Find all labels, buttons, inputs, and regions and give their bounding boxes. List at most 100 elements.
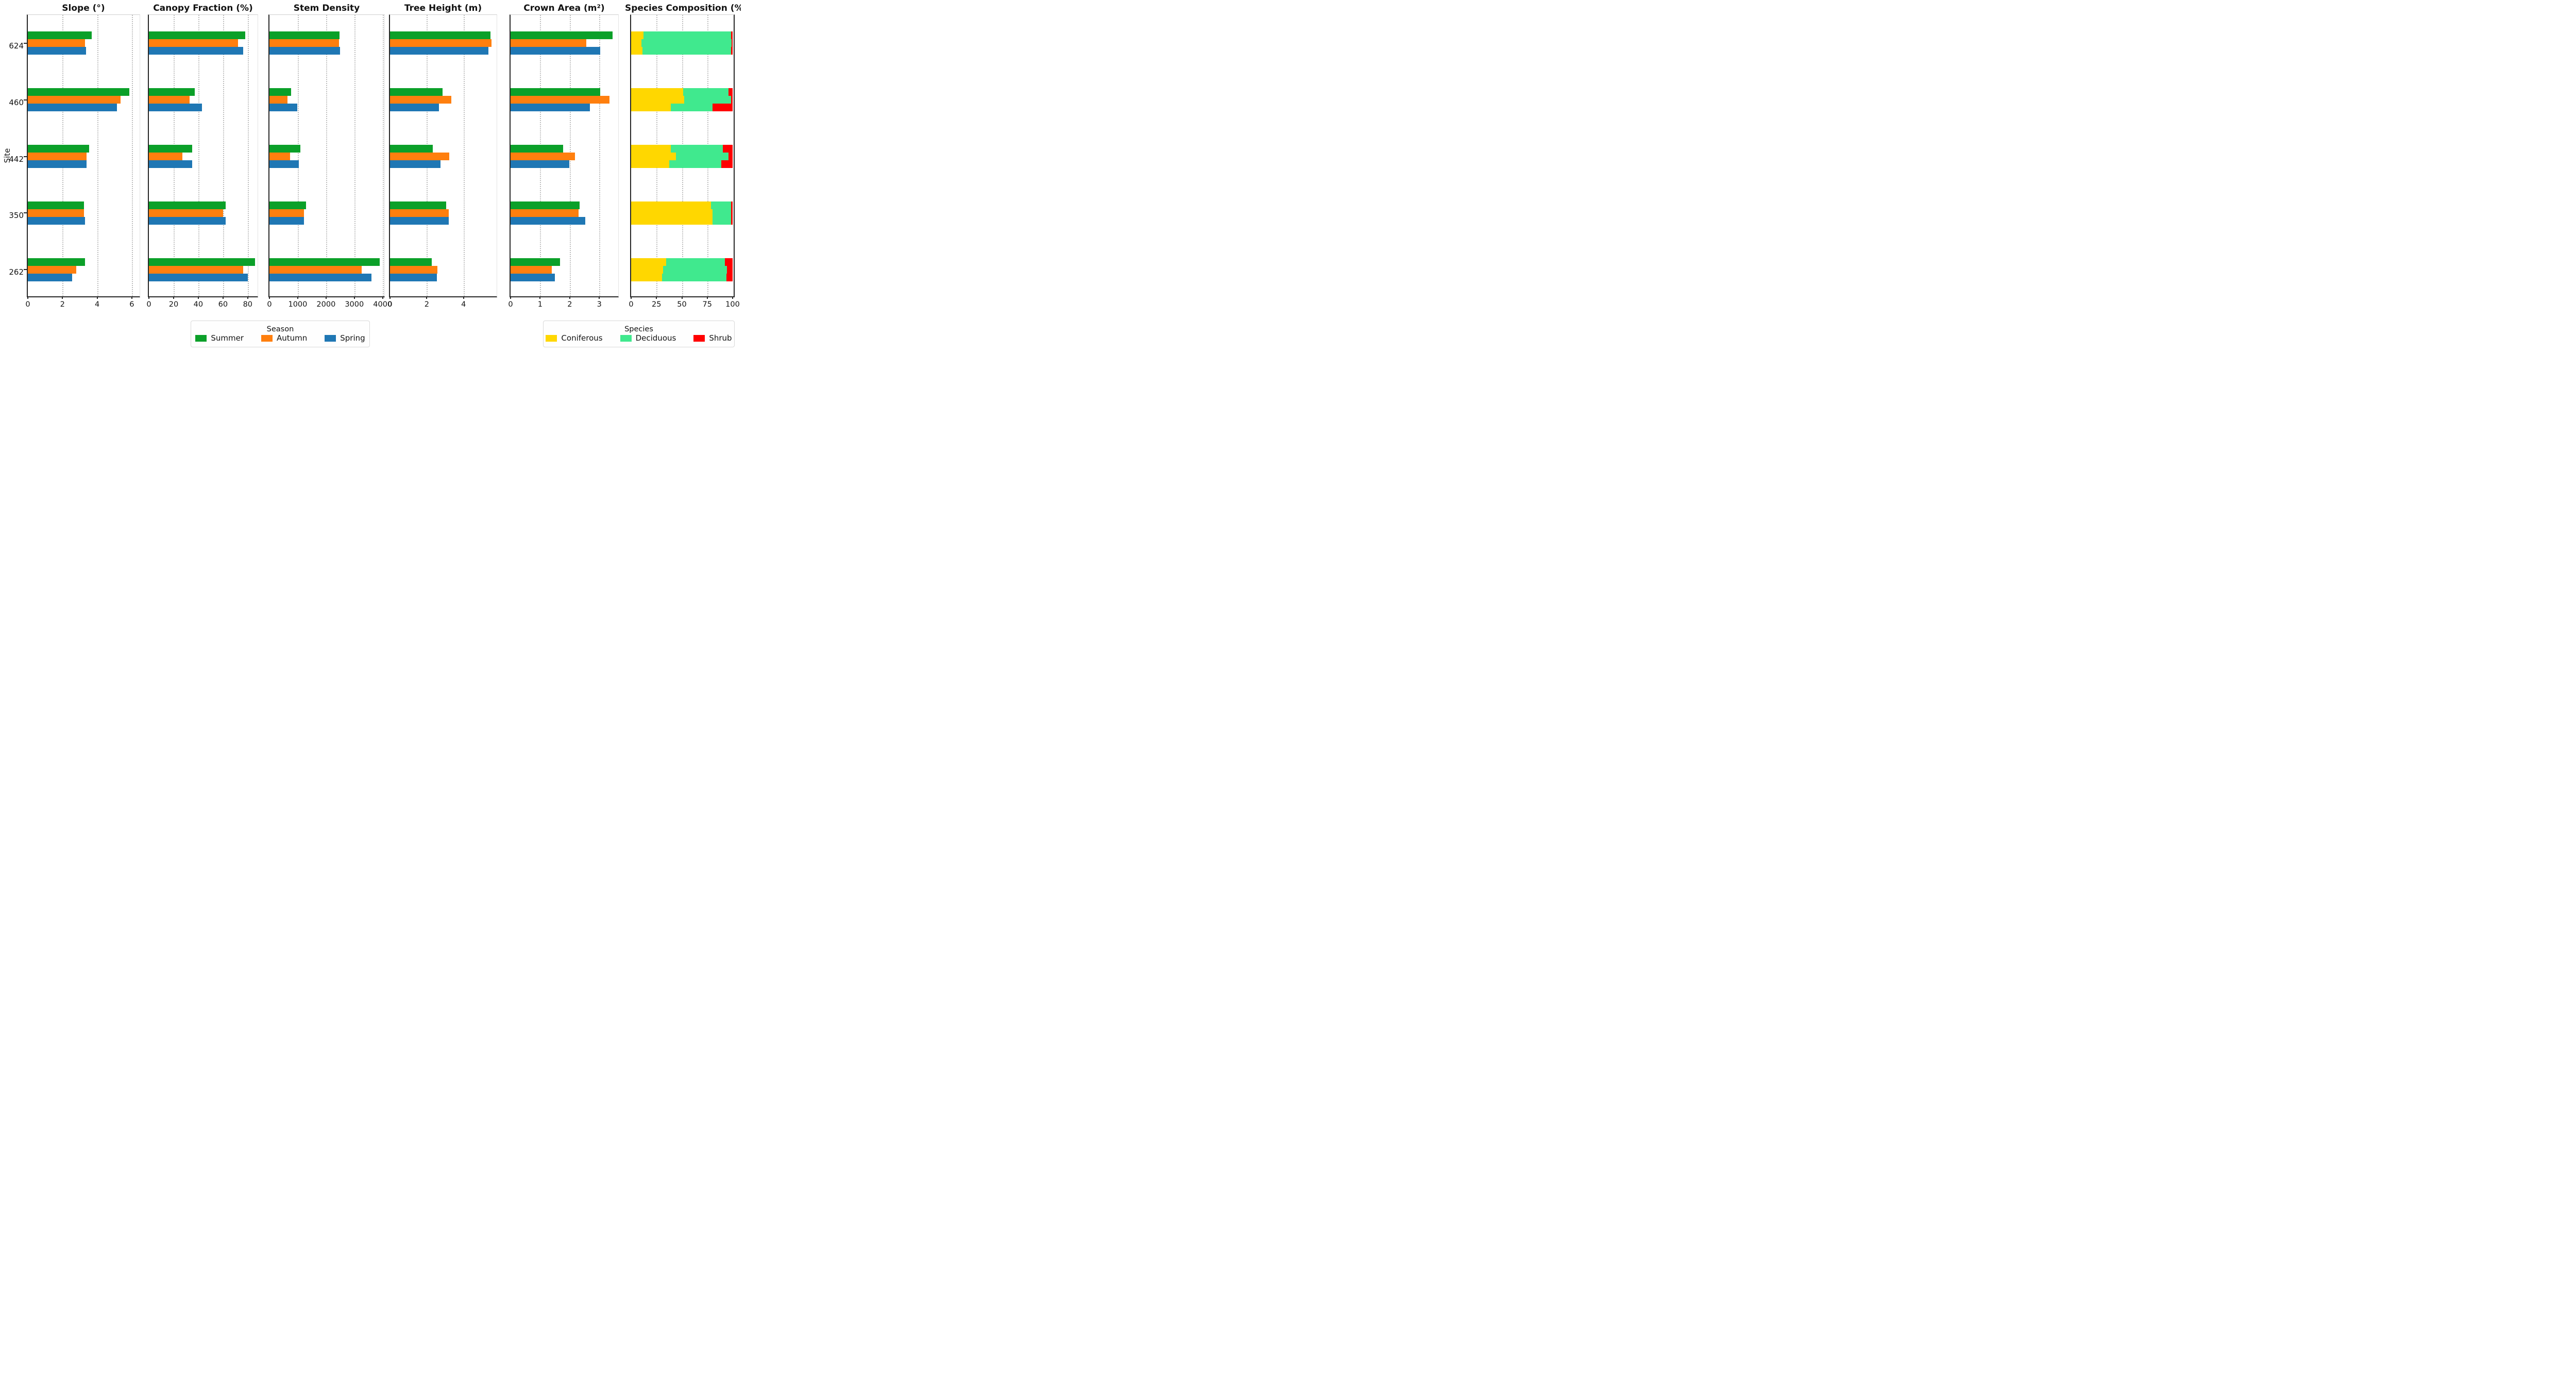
panel-title: Canopy Fraction (%) [153, 3, 253, 13]
stack-350-spring-deciduous [712, 216, 732, 225]
site-group-624 [269, 15, 384, 72]
x-tick-mark [631, 296, 632, 299]
stack-460-spring-coniferous [631, 104, 671, 112]
season-legend-label: Summer [211, 333, 244, 343]
stack-624-autumn-coniferous [631, 39, 641, 47]
x-tick-label: 6 [129, 300, 134, 309]
x-tick-mark [426, 296, 428, 299]
site-group-262 [511, 241, 618, 298]
bar-canopy-624-summer [149, 31, 246, 40]
bar-crown-460-autumn [511, 96, 610, 104]
site-group-442 [511, 128, 618, 185]
bar-slope-624-autumn [28, 39, 86, 47]
stack-442-spring-shrub [721, 160, 733, 168]
stack-442-autumn-deciduous [675, 152, 729, 160]
x-tick-label: 1000 [288, 300, 308, 309]
x-tick-label: 0 [146, 300, 151, 309]
bar-stem-262-summer [269, 258, 380, 266]
species-legend-label: Shrub [709, 333, 732, 343]
stack-350-autumn-coniferous [631, 209, 713, 217]
x-tick-mark [569, 296, 570, 299]
site-group-460 [631, 72, 734, 128]
panel-5: Crown Area (m²) 0 1 2 3 [508, 3, 619, 343]
stack-624-summer-coniferous [631, 31, 643, 40]
stack-350-summer-deciduous [710, 201, 732, 209]
bar-canopy-624-spring [149, 47, 244, 55]
bar-stem-262-autumn [269, 265, 362, 274]
x-tick-label: 100 [725, 300, 740, 309]
bar-crown-350-summer [511, 201, 580, 209]
stack-262-autumn-coniferous [631, 265, 664, 274]
x-tick-mark [463, 296, 464, 299]
x-tick-label: 80 [243, 300, 253, 309]
x-tick-mark [656, 296, 657, 299]
site-group-442 [28, 128, 140, 185]
panel-2: Canopy Fraction (%) 0 20 40 60 80 [146, 3, 258, 343]
site-group-624 [511, 15, 618, 72]
panel-title: Crown Area (m²) [523, 3, 605, 13]
x-tick-mark [732, 296, 734, 299]
bar-crown-460-spring [511, 104, 590, 112]
season-legend-label: Spring [340, 333, 365, 343]
bar-tree-442-spring [390, 160, 440, 168]
season-legend-entry-autumn: Autumn [261, 334, 307, 342]
x-tick-mark [706, 296, 708, 299]
site-group-624 [149, 15, 258, 72]
bar-canopy-460-autumn [149, 96, 190, 104]
x-tick-mark [510, 296, 511, 299]
site-group-460 [149, 72, 258, 128]
bar-slope-442-autumn [28, 152, 87, 160]
bar-stem-350-spring [269, 216, 304, 225]
site-group-350 [390, 184, 497, 241]
site-group-350 [28, 184, 140, 241]
site-group-262 [390, 241, 497, 298]
plot-area: 0 20 40 60 80 [146, 14, 258, 309]
season-legend-label: Autumn [276, 333, 308, 343]
bar-canopy-262-autumn [149, 265, 244, 274]
gridline [354, 15, 355, 296]
x-tick-label: 50 [677, 300, 687, 309]
panel-1: Slope (°) 0 2 4 6 [24, 3, 140, 343]
site-group-442 [631, 128, 734, 185]
stack-442-spring-coniferous [631, 160, 669, 168]
stack-350-autumn-shrub [731, 209, 733, 217]
x-tick-mark [247, 296, 248, 299]
gridline [223, 15, 224, 296]
site-group-442 [390, 128, 497, 185]
bar-tree-624-spring [390, 47, 489, 55]
panel-title: Tree Height (m) [404, 3, 482, 13]
species-legend-title: Species [624, 325, 653, 333]
site-label-460: 460 [9, 97, 24, 107]
panel-6: Species Composition (%) 0 25 50 75 100 [625, 3, 741, 343]
stack-442-spring-deciduous [669, 160, 722, 168]
bar-tree-442-autumn [390, 152, 449, 160]
bar-slope-262-summer [28, 258, 86, 266]
bar-stem-442-autumn [269, 152, 290, 160]
x-tick-label: 4 [461, 300, 466, 309]
season-legend-items: Summer Autumn Spring [195, 334, 365, 342]
x-tick-mark [353, 296, 355, 299]
bar-canopy-442-summer [149, 144, 192, 153]
x-tick-label: 4000 [373, 300, 393, 309]
species-legend: Species Coniferous Deciduous Shrub [543, 321, 735, 347]
bar-stem-442-spring [269, 160, 299, 168]
bar-crown-350-autumn [511, 209, 579, 217]
site-group-262 [28, 241, 140, 298]
x-tick-mark [173, 296, 174, 299]
x-tick-label: 60 [218, 300, 228, 309]
stack-350-spring-coniferous [631, 216, 713, 225]
stack-624-spring-deciduous [642, 47, 732, 55]
site-group-350 [269, 184, 384, 241]
x-tick-mark [148, 296, 149, 299]
plot-area: 0 1000 2000 3000 4000 [267, 14, 392, 309]
x-tick-label: 2 [567, 300, 572, 309]
x-tick-mark [382, 296, 383, 299]
x-tick-label: 2 [60, 300, 65, 309]
site-group-262 [269, 241, 384, 298]
stack-442-autumn-coniferous [631, 152, 676, 160]
site-group-262 [631, 241, 734, 298]
season-legend-entry-spring: Spring [325, 334, 365, 342]
x-tick-mark [197, 296, 199, 299]
stack-460-summer-deciduous [683, 88, 729, 96]
x-tick-mark [297, 296, 298, 299]
